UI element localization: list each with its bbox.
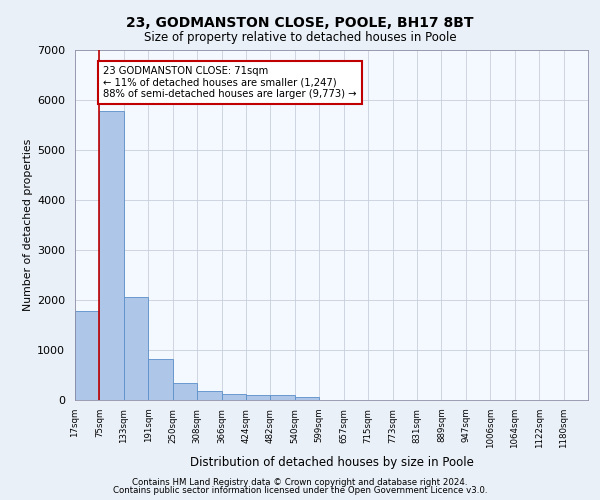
Text: Contains HM Land Registry data © Crown copyright and database right 2024.: Contains HM Land Registry data © Crown c…	[132, 478, 468, 487]
Bar	[221, 394, 246, 400]
Bar	[271, 395, 295, 400]
Bar	[124, 297, 148, 400]
Bar	[173, 383, 197, 400]
Text: 23 GODMANSTON CLOSE: 71sqm
← 11% of detached houses are smaller (1,247)
88% of s: 23 GODMANSTON CLOSE: 71sqm ← 11% of deta…	[103, 66, 356, 99]
Bar	[295, 396, 319, 400]
Text: 23, GODMANSTON CLOSE, POOLE, BH17 8BT: 23, GODMANSTON CLOSE, POOLE, BH17 8BT	[126, 16, 474, 30]
Bar	[246, 395, 271, 400]
Y-axis label: Number of detached properties: Number of detached properties	[23, 139, 33, 311]
Bar	[197, 390, 221, 400]
Text: Contains public sector information licensed under the Open Government Licence v3: Contains public sector information licen…	[113, 486, 487, 495]
Bar	[75, 311, 100, 400]
Bar	[100, 111, 124, 400]
Text: Size of property relative to detached houses in Poole: Size of property relative to detached ho…	[143, 31, 457, 44]
X-axis label: Distribution of detached houses by size in Poole: Distribution of detached houses by size …	[190, 456, 473, 469]
Bar	[148, 359, 173, 400]
